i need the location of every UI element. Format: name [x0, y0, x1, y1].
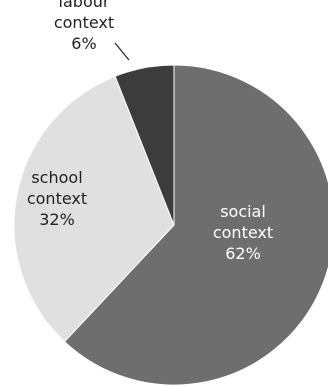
pie-slice-school-context — [13, 75, 175, 343]
slice-label-school-context: school context 32% — [27, 168, 87, 229]
pie-slice-social-context — [63, 64, 328, 386]
leader-line-labour-context — [114, 42, 130, 61]
pie-slice-labour-context — [114, 64, 175, 226]
slice-label-social-context: social context 62% — [213, 202, 273, 263]
slice-label-labour-context: labour context 6% — [54, 0, 114, 53]
